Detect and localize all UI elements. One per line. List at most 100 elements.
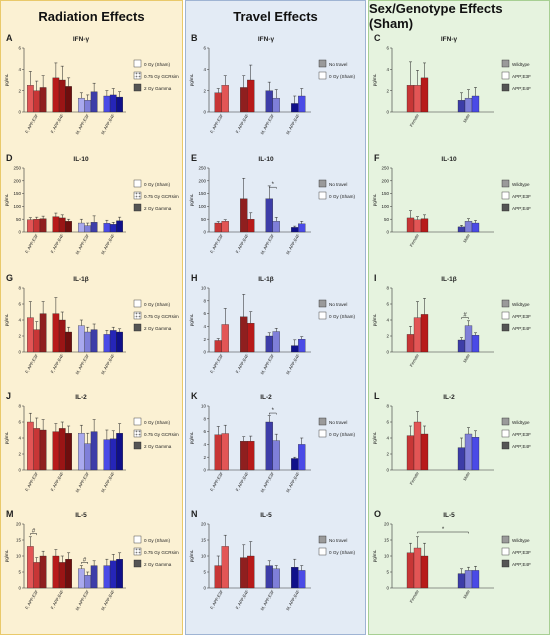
bar [420, 314, 429, 353]
significance-mark: * [442, 527, 445, 533]
chart-I: I IL-1β pg/mL 0 2 4 6 8 Female Male # Wildtype APP;E… [372, 273, 531, 368]
bar [298, 95, 306, 113]
bar [240, 557, 248, 589]
x-tick-label: F, APP;E4F [235, 589, 250, 610]
bar [457, 100, 466, 113]
bar [78, 222, 85, 233]
legend-swatch [133, 59, 142, 68]
bar [240, 198, 248, 233]
bar [33, 562, 41, 589]
bar [78, 325, 85, 353]
y-tick-label: 50 [16, 217, 22, 222]
bar [65, 559, 72, 589]
x-tick-label: F, APP;E4F [235, 233, 250, 254]
bar [298, 223, 306, 233]
bar [247, 555, 255, 589]
panel-B: B IFN-γ pg/mL 0 2 4 6 F, APP;E3F F, APP;E4F M, AP… [185, 30, 367, 156]
bar [298, 570, 306, 589]
bar [52, 216, 60, 233]
x-tick-label: M, APP;E4F [100, 471, 116, 494]
y-tick-label: 0 [203, 110, 206, 115]
bar [116, 96, 123, 113]
x-tick-label: M, APP;E4F [285, 113, 301, 136]
bar [265, 198, 273, 233]
y-tick-label: 10 [201, 286, 207, 291]
bar [39, 313, 47, 353]
y-tick-label: 15 [201, 538, 207, 543]
bar [116, 433, 123, 471]
panel-letter: K [191, 391, 198, 401]
chart-title: IL-10 [73, 156, 89, 163]
y-tick-label: 0 [203, 468, 206, 473]
y-tick-label: 0 [386, 230, 389, 235]
legend-swatch [133, 299, 142, 308]
legend-label: 0 Gy (Sham) [144, 420, 171, 425]
legend-swatch [318, 547, 327, 556]
y-axis-label: pg/mL [4, 193, 9, 206]
legend-label: 0 Gy (Sham) [329, 314, 356, 319]
y-tick-label: 2 [18, 88, 21, 93]
panel-G: G IL-1β pg/mL 0 2 4 6 8 F, APP;E3F F, APP;E4F M, A… [0, 270, 182, 396]
bar [52, 313, 60, 353]
bar [291, 227, 299, 233]
chart-title: IL-1β [258, 276, 274, 283]
legend-label: Wildtype [512, 420, 530, 425]
bar [240, 87, 248, 113]
y-tick-label: 6 [386, 420, 389, 425]
bar [33, 219, 41, 233]
legend-swatch [318, 299, 327, 308]
panel-J: J IL-2 pg/mL 0 2 4 6 8 F, APP;E3F F, APP;E4F M, AP… [0, 388, 182, 514]
y-tick-label: 10 [201, 554, 207, 559]
x-tick-label: M, APP;E3F [74, 589, 90, 612]
y-axis-label: pg/mL [4, 313, 9, 326]
bar [265, 565, 273, 589]
bar [58, 217, 66, 233]
x-tick-label: F, APP;E3F [24, 233, 39, 254]
y-tick-label: 20 [16, 522, 22, 527]
bar [90, 222, 98, 233]
bar [471, 437, 480, 471]
y-tick-label: 15 [384, 538, 390, 543]
bar [78, 433, 85, 471]
x-tick-label: F, APP;E4F [235, 113, 250, 134]
panel-letter: J [6, 391, 11, 401]
bar [406, 334, 415, 353]
y-tick-label: 0 [386, 110, 389, 115]
bar [221, 324, 229, 353]
legend-swatch [133, 547, 142, 556]
y-axis-label: pg/mL [189, 193, 194, 206]
x-tick-label: Female [409, 112, 421, 127]
y-tick-label: 8 [18, 286, 21, 291]
y-axis-label: pg/mL [189, 549, 194, 562]
chart-title: IL-2 [260, 394, 272, 401]
bar [90, 565, 98, 589]
legend-swatch [501, 323, 510, 332]
bar [90, 91, 98, 113]
y-tick-label: 6 [386, 46, 389, 51]
chart-N: N IL-5 pg/mL 0 5 10 15 20 F, APP;E3F F, APP;E4F M,… [189, 509, 356, 611]
y-axis-label: pg/mL [4, 549, 9, 562]
bar [464, 221, 473, 233]
y-axis-label: pg/mL [372, 431, 377, 444]
bar [90, 329, 98, 353]
bar [103, 334, 111, 353]
panel-I: I IL-1β pg/mL 0 2 4 6 8 Female Male # Wildtype APP;E… [368, 270, 550, 396]
bar [27, 421, 34, 471]
panel-C: C IFN-γ pg/mL 0 2 4 6 Female Male Wildtype APP;E3F… [368, 30, 550, 156]
bar [291, 103, 299, 113]
bar [221, 546, 229, 589]
y-tick-label: 6 [203, 46, 206, 51]
y-tick-label: 2 [18, 452, 21, 457]
bar [272, 440, 280, 471]
x-tick-label: F, APP;E4F [235, 471, 250, 492]
bar [247, 219, 255, 233]
bar [103, 439, 111, 471]
bar [116, 331, 123, 353]
bar [39, 87, 47, 113]
bar [33, 428, 41, 471]
x-tick-label: F, APP;E3F [24, 589, 39, 610]
x-tick-label: M, APP;E3F [259, 471, 275, 494]
y-tick-label: 4 [386, 318, 389, 323]
legend-swatch [133, 441, 142, 450]
bar [471, 335, 480, 353]
